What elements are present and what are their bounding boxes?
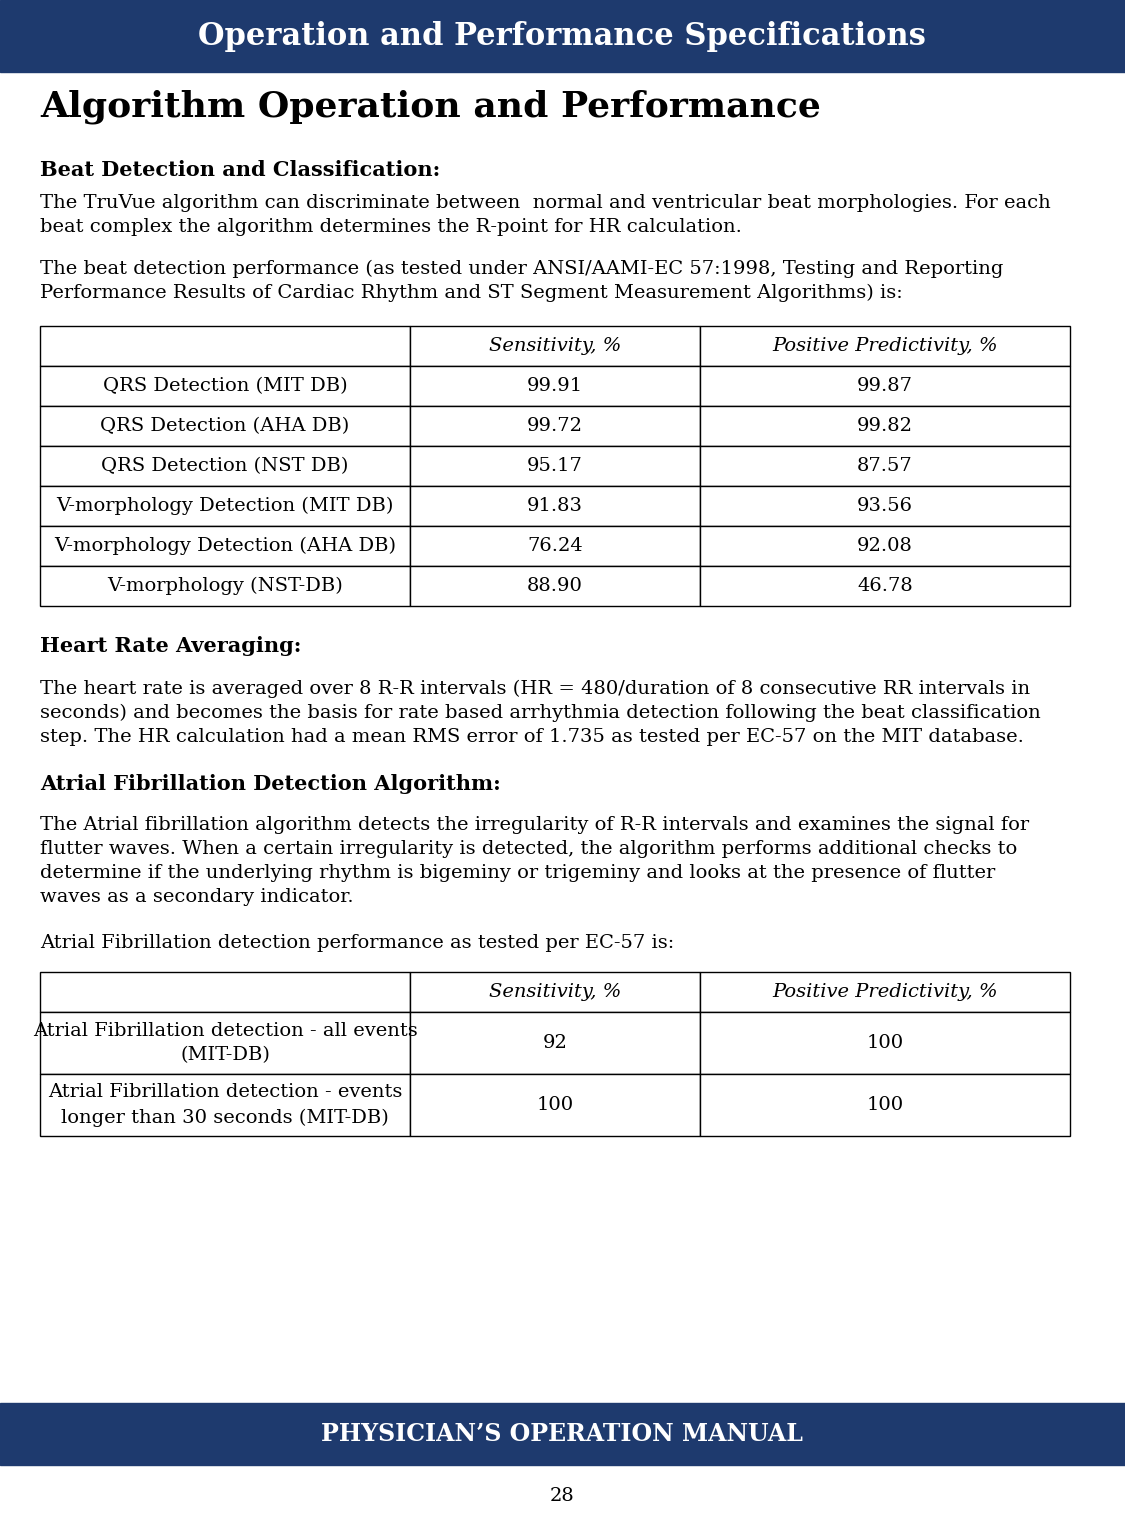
Text: 93.56: 93.56	[857, 496, 914, 515]
Bar	[410, 567, 700, 606]
Text: 99.87: 99.87	[857, 377, 914, 395]
Text: 88.90: 88.90	[526, 577, 583, 596]
Text: 100: 100	[537, 1096, 574, 1115]
Bar	[40, 325, 410, 366]
Text: The heart rate is averaged over 8 R-R intervals (HR = 480/duration of 8 consecut: The heart rate is averaged over 8 R-R in…	[40, 680, 1030, 698]
Text: Sensitivity, %: Sensitivity, %	[489, 337, 621, 354]
Text: 92: 92	[542, 1034, 567, 1052]
Bar	[700, 1073, 1070, 1136]
Text: Atrial Fibrillation detection performance as tested per EC-57 is:: Atrial Fibrillation detection performanc…	[40, 935, 674, 951]
Text: Atrial Fibrillation detection - events
longer than 30 seconds (MIT-DB): Atrial Fibrillation detection - events l…	[47, 1083, 403, 1127]
Bar	[40, 366, 410, 406]
Text: 76.24: 76.24	[528, 538, 583, 554]
Text: 95.17: 95.17	[526, 457, 583, 475]
Text: Performance Results of Cardiac Rhythm and ST Segment Measurement Algorithms) is:: Performance Results of Cardiac Rhythm an…	[40, 284, 902, 302]
Text: flutter waves. When a certain irregularity is detected, the algorithm performs a: flutter waves. When a certain irregulari…	[40, 840, 1017, 858]
Text: Heart Rate Averaging:: Heart Rate Averaging:	[40, 637, 302, 657]
Text: 99.72: 99.72	[526, 417, 583, 435]
Text: seconds) and becomes the basis for rate based arrhythmia detection following the: seconds) and becomes the basis for rate …	[40, 704, 1041, 722]
Bar	[410, 446, 700, 486]
Text: QRS Detection (AHA DB): QRS Detection (AHA DB)	[100, 417, 350, 435]
Bar	[700, 366, 1070, 406]
Bar	[40, 406, 410, 446]
Text: 100: 100	[866, 1096, 903, 1115]
Bar	[0, 0, 1125, 72]
Bar	[700, 973, 1070, 1012]
Text: PHYSICIAN’S OPERATION MANUAL: PHYSICIAN’S OPERATION MANUAL	[321, 1422, 803, 1446]
Bar	[40, 525, 410, 567]
Bar	[410, 1012, 700, 1073]
Text: Operation and Performance Specifications: Operation and Performance Specifications	[198, 20, 926, 52]
Text: step. The HR calculation had a mean RMS error of 1.735 as tested per EC-57 on th: step. The HR calculation had a mean RMS …	[40, 728, 1024, 747]
Bar	[700, 1012, 1070, 1073]
Bar	[40, 446, 410, 486]
Bar	[40, 1073, 410, 1136]
Text: Beat Detection and Classification:: Beat Detection and Classification:	[40, 160, 440, 180]
Text: Algorithm Operation and Performance: Algorithm Operation and Performance	[40, 90, 821, 125]
Text: Sensitivity, %: Sensitivity, %	[489, 983, 621, 1002]
Text: Atrial Fibrillation Detection Algorithm:: Atrial Fibrillation Detection Algorithm:	[40, 774, 501, 794]
Bar	[410, 406, 700, 446]
Bar	[40, 567, 410, 606]
Bar	[700, 325, 1070, 366]
Text: 91.83: 91.83	[526, 496, 583, 515]
Bar	[40, 1012, 410, 1073]
Bar	[700, 486, 1070, 525]
Bar	[410, 366, 700, 406]
Text: beat complex the algorithm determines the R-point for HR calculation.: beat complex the algorithm determines th…	[40, 218, 741, 237]
Bar	[700, 446, 1070, 486]
Bar	[700, 567, 1070, 606]
Text: 46.78: 46.78	[857, 577, 912, 596]
Bar	[410, 325, 700, 366]
Bar	[410, 973, 700, 1012]
Text: 92.08: 92.08	[857, 538, 914, 554]
Text: Positive Predictivity, %: Positive Predictivity, %	[772, 983, 998, 1002]
Text: 99.91: 99.91	[526, 377, 583, 395]
Text: QRS Detection (NST DB): QRS Detection (NST DB)	[101, 457, 349, 475]
Text: V-morphology (NST-DB): V-morphology (NST-DB)	[107, 577, 343, 596]
Text: 100: 100	[866, 1034, 903, 1052]
Text: waves as a secondary indicator.: waves as a secondary indicator.	[40, 889, 353, 906]
Text: The Atrial fibrillation algorithm detects the irregularity of R-R intervals and : The Atrial fibrillation algorithm detect…	[40, 815, 1029, 834]
Text: The TruVue algorithm can discriminate between  normal and ventricular beat morph: The TruVue algorithm can discriminate be…	[40, 194, 1051, 212]
Text: V-morphology Detection (MIT DB): V-morphology Detection (MIT DB)	[56, 496, 394, 515]
Bar	[410, 1073, 700, 1136]
Text: V-morphology Detection (AHA DB): V-morphology Detection (AHA DB)	[54, 538, 396, 556]
Bar	[410, 486, 700, 525]
Bar	[410, 525, 700, 567]
Bar	[700, 525, 1070, 567]
Bar	[40, 486, 410, 525]
Text: Positive Predictivity, %: Positive Predictivity, %	[772, 337, 998, 354]
Text: 28: 28	[550, 1487, 575, 1506]
Text: QRS Detection (MIT DB): QRS Detection (MIT DB)	[102, 377, 348, 395]
Text: The beat detection performance (as tested under ANSI/AAMI-EC 57:1998, Testing an: The beat detection performance (as teste…	[40, 260, 1004, 278]
Bar	[700, 406, 1070, 446]
Text: determine if the underlying rhythm is bigeminy or trigeminy and looks at the pre: determine if the underlying rhythm is bi…	[40, 864, 996, 883]
Bar	[40, 973, 410, 1012]
Bar	[0, 1403, 1125, 1464]
Text: 87.57: 87.57	[857, 457, 912, 475]
Text: 99.82: 99.82	[857, 417, 914, 435]
Text: Atrial Fibrillation detection - all events
(MIT-DB): Atrial Fibrillation detection - all even…	[33, 1022, 417, 1064]
